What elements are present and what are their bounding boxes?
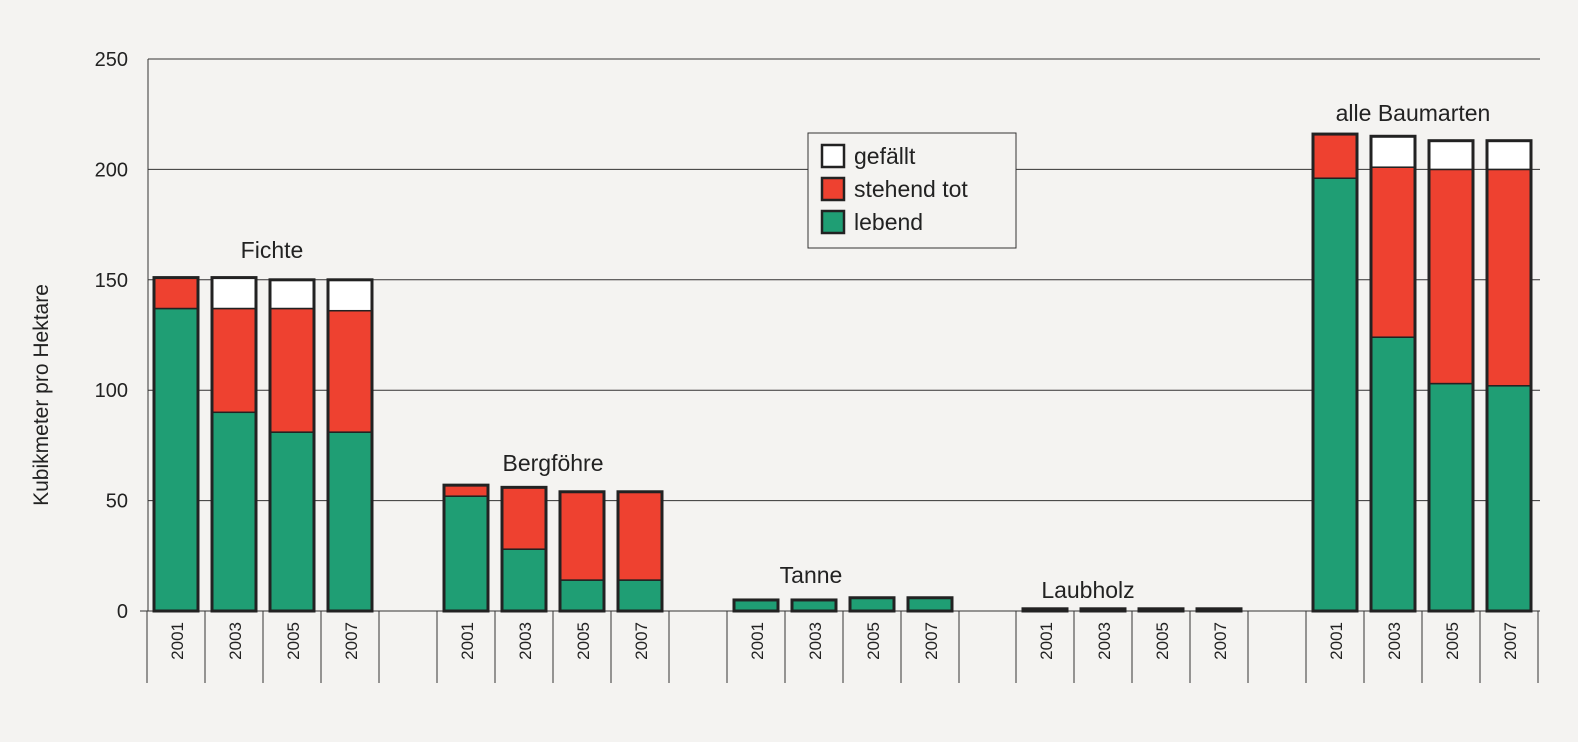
bar-segment-lebend (733, 599, 779, 612)
bar-outline (210, 276, 258, 613)
bar-outline (1137, 607, 1185, 613)
bar-segment-stehend-tot (559, 491, 605, 581)
bar-segment-lebend (1312, 177, 1358, 612)
bar-outline (1369, 134, 1417, 613)
bar-outline (442, 483, 490, 613)
x-tick-label: 2007 (922, 622, 941, 660)
bar-segment-lebend (849, 597, 895, 612)
y-tick-label: 250 (95, 49, 128, 71)
legend: gefällt stehend tot lebend (807, 132, 1017, 249)
group-label: Laubholz (1041, 577, 1134, 603)
bar-segment-stehend-tot (1370, 166, 1416, 338)
bar-outline (152, 276, 200, 613)
bar-outline (326, 278, 374, 613)
bar-segment-lebend (501, 548, 547, 612)
bar-segment-stehend-tot (443, 484, 489, 497)
group-label: Bergföhre (502, 450, 603, 476)
y-tick-label: 50 (106, 491, 128, 513)
bar-segment-lebend (907, 597, 953, 612)
x-tick-label: 2003 (806, 622, 825, 660)
bar-segment-lebend (559, 579, 605, 612)
y-tick-label: 200 (95, 159, 128, 181)
bar-segment-lebend (443, 495, 489, 612)
y-tick-label: 0 (117, 601, 128, 623)
bar-segment-stehend-tot (153, 276, 199, 310)
x-tick-label: 2007 (342, 622, 361, 660)
bar-outline (500, 485, 548, 613)
x-tick-label: 2001 (748, 622, 767, 660)
bar-segment-lebend (269, 431, 315, 612)
bar-segment-gefällt (1486, 139, 1532, 171)
bar-segment-stehend-tot (269, 307, 315, 433)
bar-segment-lebend (153, 307, 199, 612)
group-label: Fichte (241, 237, 304, 263)
legend-label: gefällt (854, 143, 916, 169)
x-tick-label: 2007 (1501, 622, 1520, 660)
bar-outline (268, 278, 316, 613)
bar-segment-gefällt (1370, 135, 1416, 168)
x-tick-label: 2005 (864, 622, 883, 660)
x-tick-label: 2005 (574, 622, 593, 660)
bar-outline (848, 596, 896, 613)
bar-segment-lebend (1486, 385, 1532, 612)
bar-segment-lebend (211, 411, 257, 612)
x-tick-label: 2001 (1327, 622, 1346, 660)
bar-segment-lebend (617, 579, 663, 612)
x-tick-label: 2005 (1153, 622, 1172, 660)
bar-segment-stehend-tot (1486, 168, 1532, 387)
legend-swatch (820, 176, 846, 202)
x-tick-label: 2003 (1095, 622, 1114, 660)
bar-segment-lebend (1370, 336, 1416, 612)
group-label: alle Baumarten (1336, 100, 1491, 126)
x-tick-label: 2007 (632, 622, 651, 660)
legend-swatch (820, 209, 846, 235)
bar-outline (1021, 607, 1069, 613)
bar-segment-lebend (791, 599, 837, 612)
y-tick-label: 100 (95, 380, 128, 402)
bar-segment-lebend (1428, 382, 1474, 612)
group-label: Tanne (780, 562, 843, 588)
x-tick-label: 2003 (1385, 622, 1404, 660)
bar-outline (732, 598, 780, 613)
bar-segment-gefällt (327, 279, 373, 312)
x-tick-label: 2001 (168, 622, 187, 660)
bar-outline (558, 490, 606, 613)
x-tick-label: 2001 (1037, 622, 1056, 660)
bar-outline (1427, 139, 1475, 613)
bar-segment-gefällt (269, 279, 315, 310)
bar-segment-stehend-tot (1312, 133, 1358, 179)
x-tick-label: 2007 (1211, 622, 1230, 660)
x-tick-label: 2005 (1443, 622, 1462, 660)
legend-swatch (820, 143, 846, 169)
bar-outline (1079, 607, 1127, 613)
legend-label: stehend tot (854, 176, 968, 202)
legend-label: lebend (854, 209, 923, 235)
bar-outline (1195, 607, 1243, 613)
x-tick-label: 2003 (226, 622, 245, 660)
bar-segment-gefällt (1428, 139, 1474, 171)
bar-segment-gefällt (211, 276, 257, 310)
bar-outline (790, 598, 838, 613)
bar-outline (616, 490, 664, 613)
bar-outline (1311, 132, 1359, 613)
x-tick-label: 2001 (458, 622, 477, 660)
bar-segment-stehend-tot (327, 309, 373, 433)
bar-outline (906, 596, 954, 613)
bar-segment-stehend-tot (1428, 168, 1474, 385)
bar-segment-stehend-tot (211, 307, 257, 414)
bar-segment-lebend (327, 431, 373, 612)
bar-segment-stehend-tot (501, 486, 547, 550)
x-tick-label: 2005 (284, 622, 303, 660)
bar-segment-stehend-tot (617, 491, 663, 581)
y-tick-label: 150 (95, 270, 128, 292)
x-tick-label: 2003 (516, 622, 535, 660)
bar-outline (1485, 139, 1533, 613)
y-axis-label: Kubikmeter pro Hektare (30, 284, 53, 506)
